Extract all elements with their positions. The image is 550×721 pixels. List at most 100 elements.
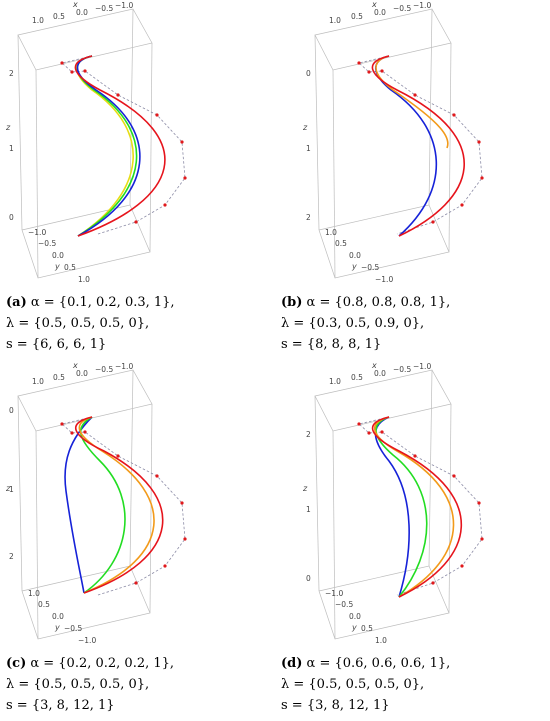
- y-tick: 0.0: [349, 612, 361, 621]
- control-points: [357, 61, 484, 224]
- curve-blue: [76, 55, 141, 237]
- z-tick: 2: [306, 430, 311, 439]
- y-tick: −1.0: [78, 636, 96, 645]
- z-tick: 0: [9, 406, 14, 415]
- z-tick: 2: [306, 213, 311, 222]
- s-line: s = {3, 8, 12, 1}: [6, 698, 115, 713]
- alpha-line: α = {0.8, 0.8, 0.8, 1},: [302, 295, 451, 310]
- curve-orange: [375, 55, 449, 149]
- curve-orange: [373, 416, 455, 598]
- x-tick: 0.0: [76, 8, 88, 17]
- caption-d: (d) α = {0.6, 0.6, 0.6, 1}, λ = {0.5, 0.…: [281, 653, 546, 716]
- s-line: s = {6, 6, 6, 1}: [6, 337, 107, 352]
- z-tick: 2: [9, 69, 14, 78]
- z-tick: 0: [306, 574, 311, 583]
- curve-red: [74, 55, 166, 237]
- lambda-line: λ = {0.5, 0.5, 0.5, 0},: [6, 677, 150, 692]
- control-polygon: [358, 55, 483, 235]
- axis-label-z: z: [302, 484, 308, 493]
- x-tick: −0.5: [95, 365, 113, 374]
- z-tick: 0: [9, 213, 14, 222]
- axis-label-x: x: [72, 361, 78, 370]
- y-tick: 0.5: [361, 624, 373, 633]
- x-tick: −1.0: [413, 362, 431, 371]
- axis-label-x: x: [371, 361, 377, 370]
- curve-green: [79, 416, 126, 594]
- y-tick: −0.5: [64, 624, 82, 633]
- plot-3d-d: x 1.0 0.5 0.0 −0.5 −1.0 z 2 1 0 −1.0 −0.…: [302, 361, 484, 645]
- control-points: [60, 422, 187, 585]
- axis-label-z: z: [302, 123, 308, 132]
- plot-3d-a: x 1.0 0.5 0.0 −0.5 −1.0 z 2 1 0 −1.0 −0.…: [5, 0, 187, 284]
- lambda-line: λ = {0.5, 0.5, 0.5, 0},: [281, 677, 425, 692]
- control-polygon: [61, 55, 186, 235]
- caption-c: (c) α = {0.2, 0.2, 0.2, 1}, λ = {0.5, 0.…: [6, 653, 271, 716]
- lambda-line: λ = {0.5, 0.5, 0.5, 0},: [6, 316, 150, 331]
- panel-label: (d): [281, 656, 303, 671]
- y-tick: −1.0: [325, 589, 343, 598]
- x-tick: −0.5: [393, 4, 411, 13]
- bounding-box: [314, 369, 452, 640]
- s-line: s = {8, 8, 8, 1}: [281, 337, 382, 352]
- z-tick: 2: [9, 552, 14, 561]
- axis-label-z: z: [5, 484, 11, 493]
- panel-label: (a): [6, 295, 27, 310]
- x-tick: 0.0: [374, 369, 386, 378]
- y-tick: 0.5: [64, 263, 76, 272]
- curve-blue: [64, 416, 93, 594]
- y-tick: −0.5: [38, 239, 56, 248]
- x-tick: 0.0: [76, 369, 88, 378]
- axis-label-y: y: [351, 262, 357, 271]
- y-tick: 0.0: [349, 251, 361, 260]
- s-line: s = {3, 8, 12, 1}: [281, 698, 390, 713]
- z-tick: 1: [306, 144, 311, 153]
- x-tick: −1.0: [115, 362, 133, 371]
- panel-c: x 1.0 0.5 0.0 −0.5 −1.0 z 0 1 2 1.0 0.5 …: [0, 361, 275, 721]
- y-tick: 0.0: [52, 612, 64, 621]
- y-tick: 1.0: [28, 589, 40, 598]
- y-tick: 1.0: [375, 636, 387, 645]
- lambda-line: λ = {0.3, 0.5, 0.9, 0},: [281, 316, 425, 331]
- x-tick: 0.5: [351, 373, 363, 382]
- curve-red: [371, 416, 463, 598]
- curve-blue: [374, 416, 410, 598]
- y-tick: 0.0: [52, 251, 64, 260]
- axis-label-y: y: [351, 623, 357, 632]
- bounding-box: [314, 8, 452, 279]
- y-tick: 0.5: [335, 239, 347, 248]
- curve-red: [371, 55, 466, 237]
- bounding-box: [17, 8, 153, 279]
- plot-3d-c: x 1.0 0.5 0.0 −0.5 −1.0 z 0 1 2 1.0 0.5 …: [5, 361, 187, 645]
- x-tick: −0.5: [95, 4, 113, 13]
- curve-orange: [78, 416, 155, 594]
- x-tick: 1.0: [32, 377, 44, 386]
- axis-label-y: y: [54, 262, 60, 271]
- curve-red: [74, 416, 164, 594]
- y-tick: −0.5: [361, 263, 379, 272]
- x-tick: −1.0: [115, 1, 133, 10]
- z-tick: 0: [306, 69, 311, 78]
- y-tick: 0.5: [38, 600, 50, 609]
- y-tick: −1.0: [28, 228, 46, 237]
- caption-b: (b) α = {0.8, 0.8, 0.8, 1}, λ = {0.3, 0.…: [281, 292, 546, 355]
- x-tick: 0.5: [351, 12, 363, 21]
- alpha-line: α = {0.2, 0.2, 0.2, 1},: [26, 656, 175, 671]
- axis-label-z: z: [5, 123, 11, 132]
- y-tick: 1.0: [78, 275, 90, 284]
- panel-label: (c): [6, 656, 27, 671]
- x-tick: 1.0: [329, 377, 341, 386]
- control-points: [60, 61, 187, 224]
- panel-d: x 1.0 0.5 0.0 −0.5 −1.0 z 2 1 0 −1.0 −0.…: [275, 361, 550, 721]
- axis-label-x: x: [371, 0, 377, 9]
- axis-label-y: y: [54, 623, 60, 632]
- axis-label-x: x: [72, 0, 78, 9]
- z-tick: 1: [9, 144, 14, 153]
- x-tick: 1.0: [32, 16, 44, 25]
- panel-label: (b): [281, 295, 303, 310]
- x-tick: 0.5: [53, 373, 65, 382]
- y-tick: −1.0: [375, 275, 393, 284]
- panel-b: x 1.0 0.5 0.0 −0.5 −1.0 z 0 1 2 1.0 0.5 …: [275, 0, 550, 360]
- y-tick: 1.0: [325, 228, 337, 237]
- curve-green: [375, 416, 428, 598]
- x-tick: 0.0: [374, 8, 386, 17]
